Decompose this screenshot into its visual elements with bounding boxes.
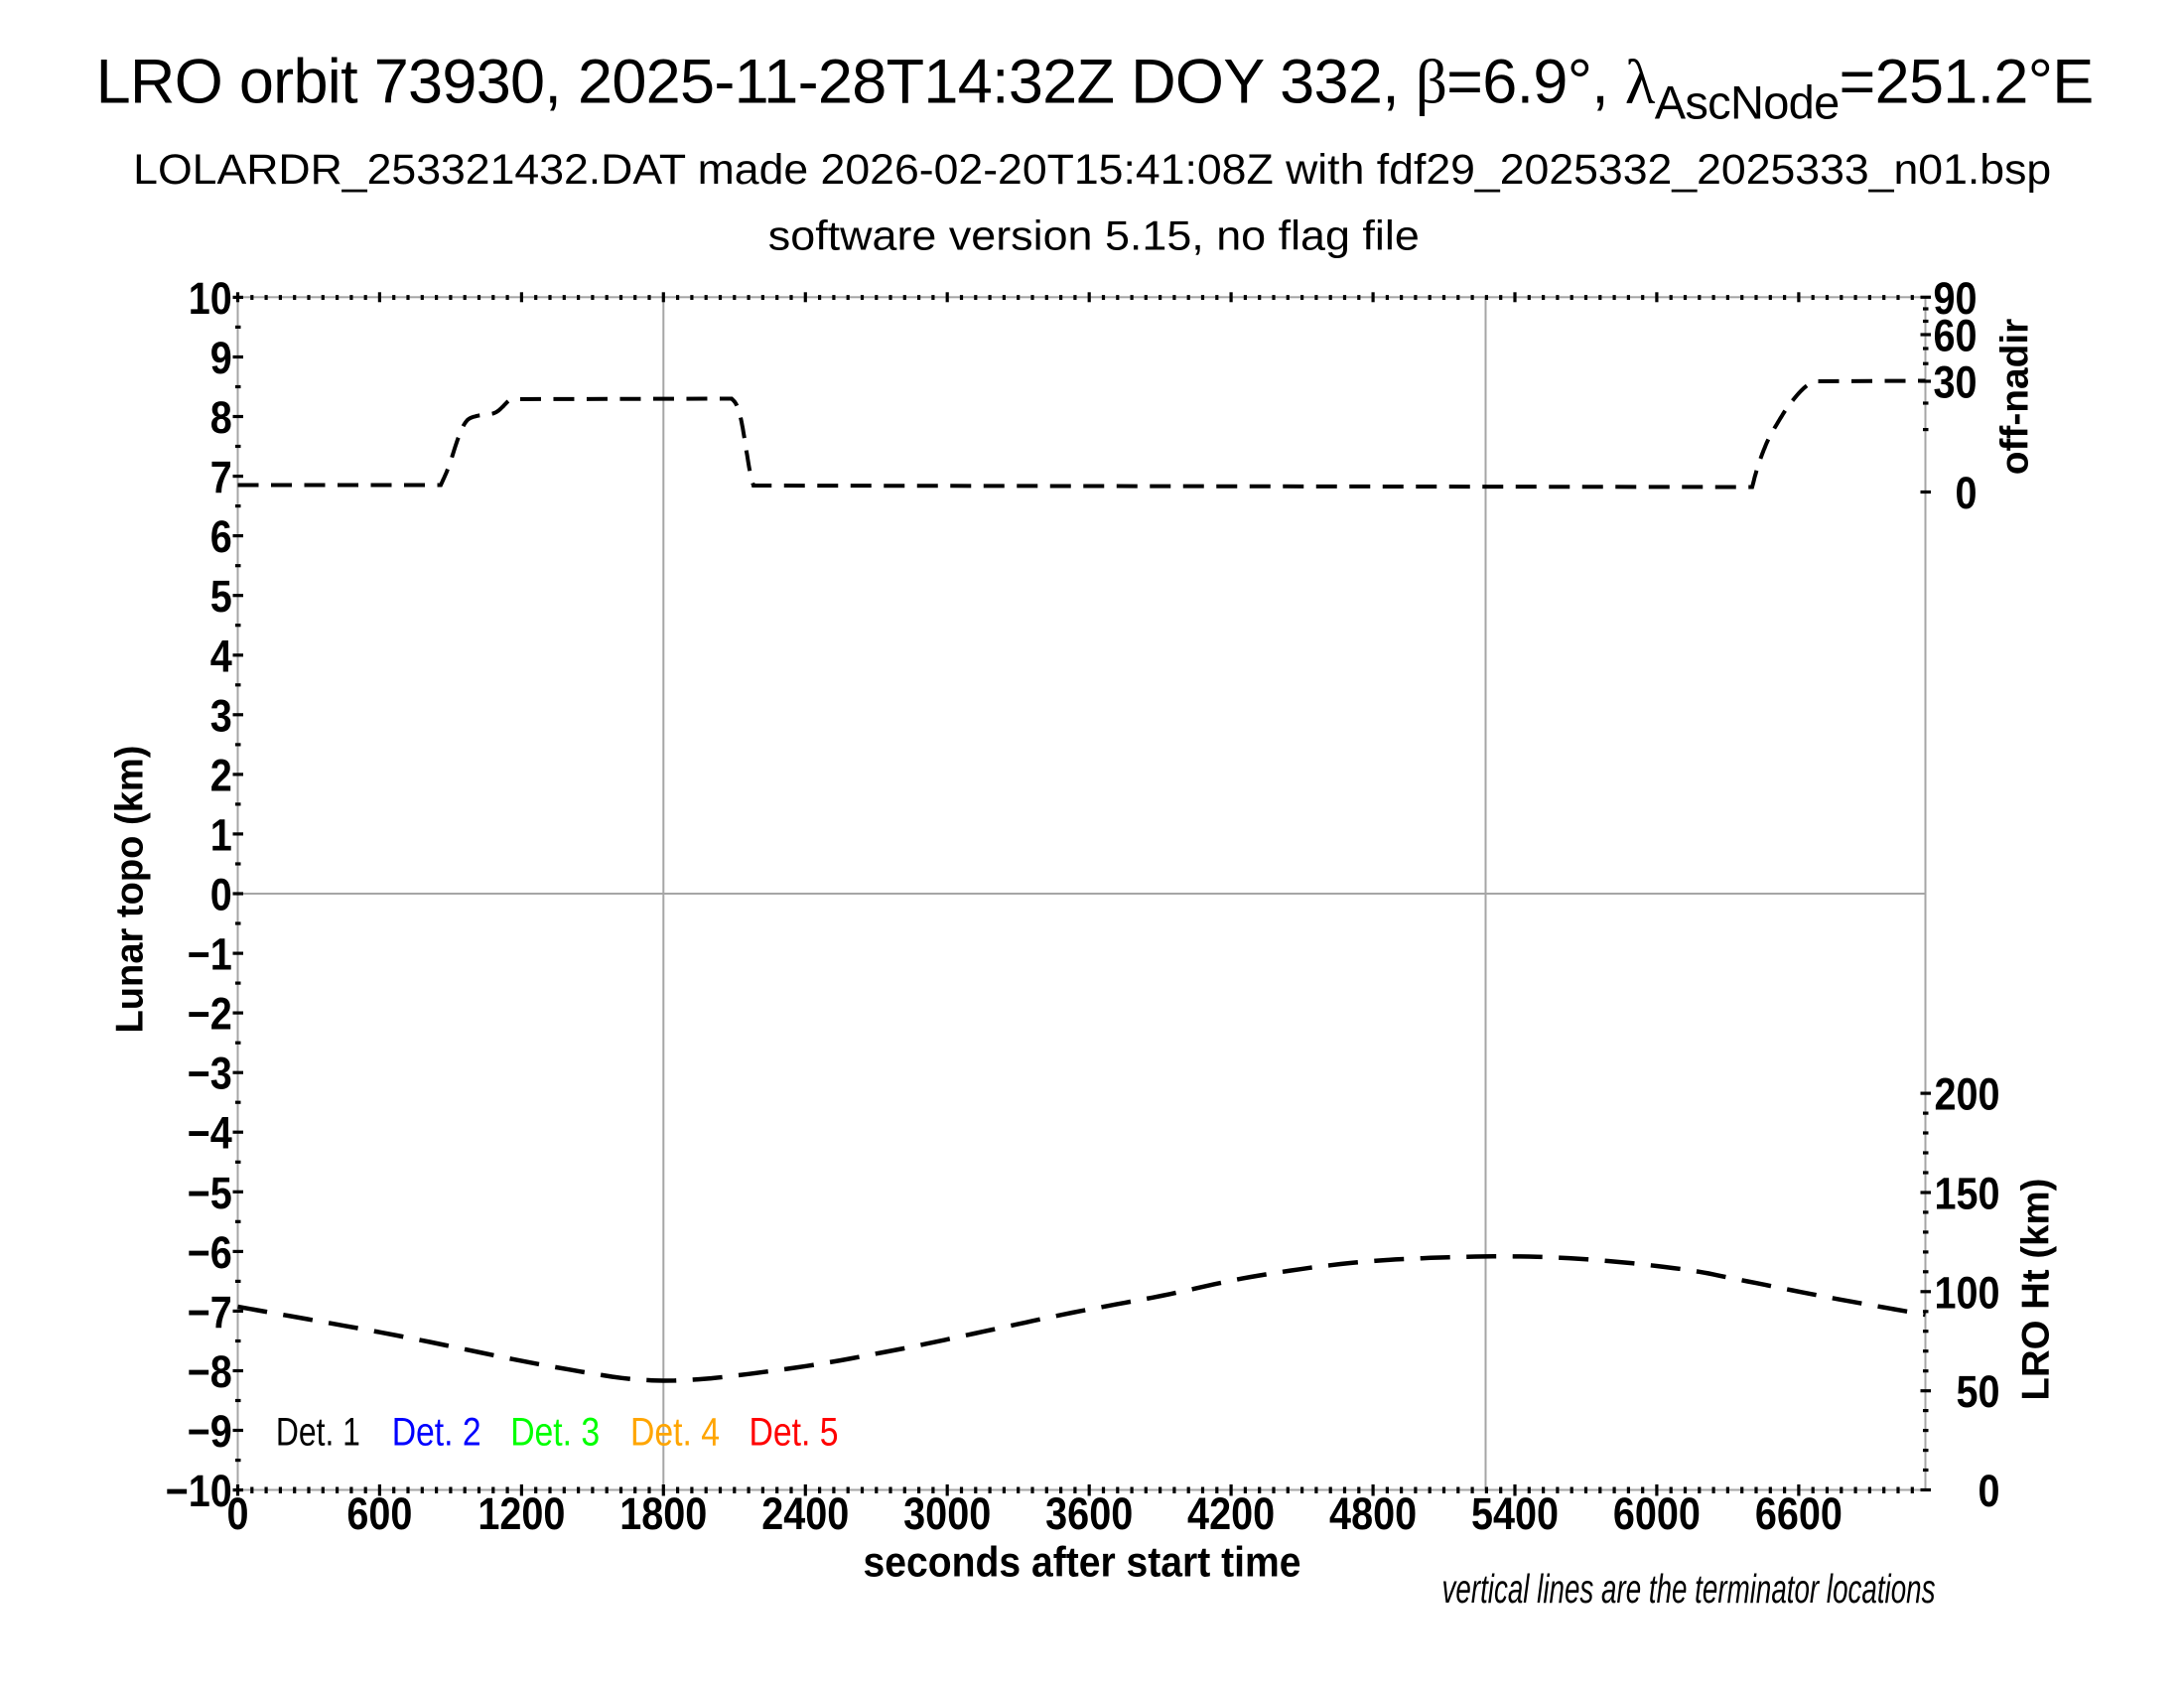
svg-text:Det. 2: Det. 2 bbox=[392, 1410, 481, 1454]
svg-text:0: 0 bbox=[226, 1489, 248, 1539]
svg-text:−9: −9 bbox=[188, 1407, 232, 1457]
svg-text:0: 0 bbox=[1955, 469, 1977, 518]
svg-text:10: 10 bbox=[189, 274, 232, 324]
svg-text:−4: −4 bbox=[188, 1108, 233, 1158]
svg-text:1200: 1200 bbox=[478, 1489, 565, 1539]
svg-text:90: 90 bbox=[1933, 273, 1977, 323]
svg-text:3: 3 bbox=[210, 691, 232, 741]
svg-text:Lunar topo (km): Lunar topo (km) bbox=[109, 746, 152, 1034]
svg-text:−5: −5 bbox=[188, 1168, 232, 1217]
svg-text:LOLARDR_253321432.DAT made 202: LOLARDR_253321432.DAT made 2026-02-20T15… bbox=[133, 146, 2051, 194]
svg-text:6000: 6000 bbox=[1613, 1489, 1701, 1539]
svg-text:seconds after start time: seconds after start time bbox=[864, 1538, 1301, 1586]
svg-text:3000: 3000 bbox=[903, 1489, 991, 1539]
svg-text:0: 0 bbox=[1978, 1467, 1999, 1516]
svg-text:8: 8 bbox=[210, 393, 232, 443]
svg-text:50: 50 bbox=[1956, 1367, 1999, 1417]
svg-text:Det. 3: Det. 3 bbox=[510, 1410, 600, 1454]
svg-text:Det. 4: Det. 4 bbox=[630, 1410, 720, 1454]
svg-text:6600: 6600 bbox=[1755, 1489, 1843, 1539]
svg-text:150: 150 bbox=[1934, 1169, 1999, 1218]
svg-text:−10: −10 bbox=[166, 1467, 232, 1516]
svg-text:−6: −6 bbox=[188, 1228, 232, 1278]
svg-text:Det. 1: Det. 1 bbox=[276, 1410, 360, 1454]
svg-text:−2: −2 bbox=[188, 989, 232, 1039]
svg-text:vertical lines are the termina: vertical lines are the terminator locati… bbox=[1442, 1566, 1936, 1612]
svg-text:5: 5 bbox=[210, 572, 232, 622]
svg-text:4800: 4800 bbox=[1329, 1489, 1417, 1539]
svg-text:−3: −3 bbox=[188, 1049, 232, 1098]
svg-text:−7: −7 bbox=[188, 1288, 232, 1337]
svg-text:60: 60 bbox=[1933, 311, 1977, 360]
svg-text:software version 5.15, no flag: software version 5.15, no flag file bbox=[768, 211, 1420, 258]
svg-text:0: 0 bbox=[210, 870, 232, 919]
svg-text:−8: −8 bbox=[188, 1347, 232, 1397]
svg-text:Det. 5: Det. 5 bbox=[750, 1410, 839, 1454]
svg-text:1800: 1800 bbox=[619, 1489, 707, 1539]
svg-text:1: 1 bbox=[210, 810, 232, 860]
svg-text:600: 600 bbox=[346, 1489, 412, 1539]
svg-text:2: 2 bbox=[210, 751, 232, 800]
svg-text:−1: −1 bbox=[188, 929, 232, 979]
svg-text:LRO Ht (km): LRO Ht (km) bbox=[2015, 1179, 2058, 1401]
svg-text:3600: 3600 bbox=[1045, 1489, 1133, 1539]
svg-text:off-nadir: off-nadir bbox=[1994, 319, 2037, 476]
svg-text:4: 4 bbox=[210, 632, 232, 681]
svg-text:4200: 4200 bbox=[1187, 1489, 1275, 1539]
svg-text:200: 200 bbox=[1934, 1069, 1999, 1119]
svg-text:7: 7 bbox=[210, 453, 232, 502]
svg-text:9: 9 bbox=[210, 334, 232, 383]
svg-text:6: 6 bbox=[210, 512, 232, 562]
svg-text:2400: 2400 bbox=[761, 1489, 849, 1539]
svg-text:30: 30 bbox=[1933, 357, 1977, 407]
svg-text:5400: 5400 bbox=[1471, 1489, 1559, 1539]
svg-text:100: 100 bbox=[1934, 1268, 1999, 1318]
